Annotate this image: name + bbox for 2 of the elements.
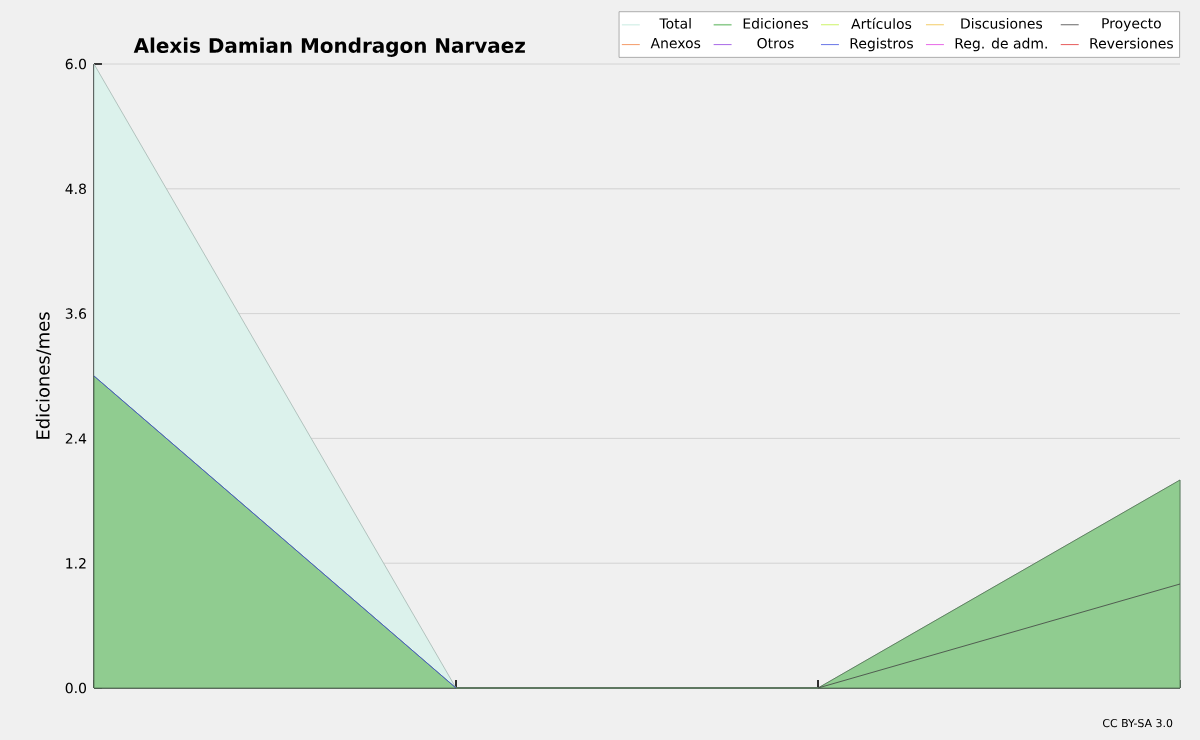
chart-title: Alexis Damian Mondragon Narvaez xyxy=(133,37,525,57)
y-axis-title: Ediciones/mes xyxy=(35,312,52,439)
